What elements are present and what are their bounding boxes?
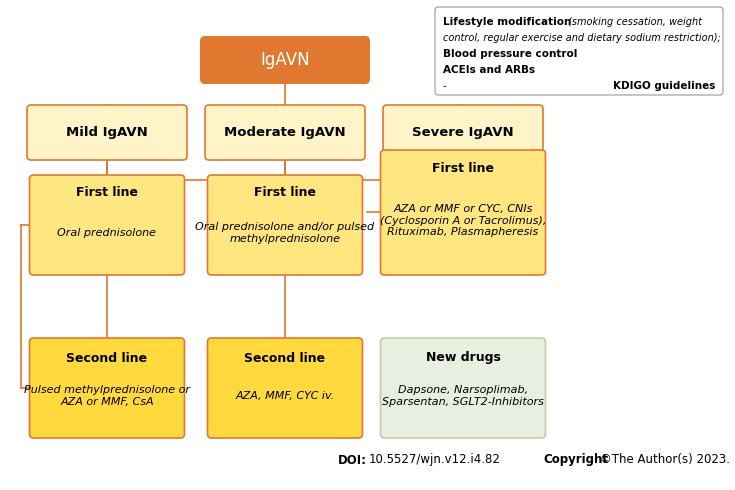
FancyBboxPatch shape xyxy=(29,338,184,438)
FancyBboxPatch shape xyxy=(381,338,545,438)
Text: Dapsone, Narsoplimab,
Sparsentan, SGLT2-Inhibitors: Dapsone, Narsoplimab, Sparsentan, SGLT2-… xyxy=(382,385,544,407)
Text: -: - xyxy=(443,81,446,91)
Text: Moderate IgAVN: Moderate IgAVN xyxy=(224,126,345,139)
Text: Severe IgAVN: Severe IgAVN xyxy=(412,126,514,139)
Text: First line: First line xyxy=(432,162,494,174)
Text: AZA or MMF or CYC, CNIs
(Cyclosporin A or Tacrolimus),
Rituximab, Plasmapheresis: AZA or MMF or CYC, CNIs (Cyclosporin A o… xyxy=(380,204,546,237)
Text: Second line: Second line xyxy=(245,351,326,365)
FancyBboxPatch shape xyxy=(207,175,362,275)
Text: control, regular exercise and dietary sodium restriction);: control, regular exercise and dietary so… xyxy=(443,33,721,43)
Text: Second line: Second line xyxy=(66,351,148,365)
Text: Oral prednisolone: Oral prednisolone xyxy=(57,228,157,238)
Text: Blood pressure control: Blood pressure control xyxy=(443,49,578,59)
Text: New drugs: New drugs xyxy=(426,351,501,365)
Text: ACEIs and ARBs: ACEIs and ARBs xyxy=(443,65,535,75)
Text: KDIGO guidelines: KDIGO guidelines xyxy=(613,81,715,91)
Text: DOI:: DOI: xyxy=(338,454,367,466)
Text: Oral prednisolone and/or pulsed
methylprednisolone: Oral prednisolone and/or pulsed methylpr… xyxy=(196,222,375,244)
Text: 10.5527/wjn.v12.i4.82: 10.5527/wjn.v12.i4.82 xyxy=(369,454,501,466)
FancyBboxPatch shape xyxy=(383,105,543,160)
Text: Lifestyle modification: Lifestyle modification xyxy=(443,17,571,27)
Text: Copyright: Copyright xyxy=(543,454,608,466)
Text: First line: First line xyxy=(76,187,138,199)
Text: AZA, MMF, CYC iv.: AZA, MMF, CYC iv. xyxy=(235,391,334,401)
Text: First line: First line xyxy=(254,187,316,199)
FancyBboxPatch shape xyxy=(207,338,362,438)
FancyBboxPatch shape xyxy=(435,7,723,95)
Text: Pulsed methylprednisolone or
AZA or MMF, CsA: Pulsed methylprednisolone or AZA or MMF,… xyxy=(24,385,190,407)
FancyBboxPatch shape xyxy=(205,105,365,160)
FancyBboxPatch shape xyxy=(27,105,187,160)
FancyBboxPatch shape xyxy=(200,36,370,84)
FancyBboxPatch shape xyxy=(381,150,545,275)
FancyBboxPatch shape xyxy=(29,175,184,275)
Text: Mild IgAVN: Mild IgAVN xyxy=(66,126,148,139)
Text: (smoking cessation, weight: (smoking cessation, weight xyxy=(565,17,702,27)
Text: ©The Author(s) 2023.: ©The Author(s) 2023. xyxy=(600,454,730,466)
Text: IgAVN: IgAVN xyxy=(260,51,310,69)
